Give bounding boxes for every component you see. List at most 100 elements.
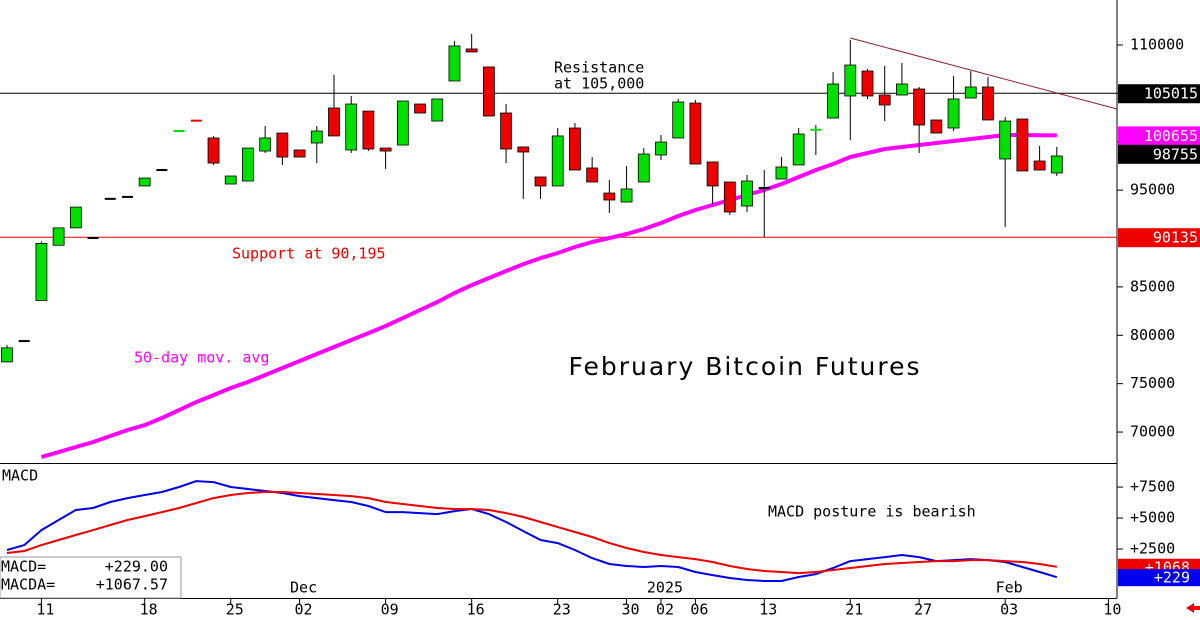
candle-body xyxy=(431,98,444,122)
x-tick-label: 16 xyxy=(467,601,485,619)
x-tick-label: 25 xyxy=(226,601,244,619)
y-tick-label: 75000 xyxy=(1130,374,1175,392)
y-tick-label: 70000 xyxy=(1130,423,1175,441)
candle-body xyxy=(224,175,237,185)
candle-body xyxy=(482,66,495,117)
x-tick-label: 06 xyxy=(690,601,708,619)
candle-body xyxy=(242,147,254,182)
candle-body xyxy=(706,161,719,187)
candle-body xyxy=(964,86,977,99)
candle-body xyxy=(328,107,340,137)
candle-body xyxy=(104,197,116,200)
candle-body xyxy=(947,98,960,129)
y-tick-label: 80000 xyxy=(1130,326,1175,344)
annotation: MACD posture is bearish xyxy=(768,503,976,521)
x-tick-label: 27 xyxy=(914,601,932,619)
x-tick-label: 09 xyxy=(381,601,399,619)
candle-body xyxy=(672,101,685,139)
candle-body xyxy=(138,177,151,187)
candle-body xyxy=(534,176,547,187)
candle-body xyxy=(741,180,753,207)
candle-body xyxy=(500,112,512,150)
y-tick-label: 95000 xyxy=(1130,181,1175,199)
candle-body xyxy=(792,133,805,166)
x-tick-label: 21 xyxy=(845,601,863,619)
level-label: 100655 xyxy=(1144,127,1198,145)
chart-title: February Bitcoin Futures xyxy=(568,352,921,381)
candle-body xyxy=(1050,155,1063,174)
candle-body xyxy=(620,188,633,203)
y-tick-label: +7500 xyxy=(1130,478,1175,496)
candle-body xyxy=(396,100,409,146)
candle-body xyxy=(758,187,770,190)
candle-body xyxy=(1,347,13,363)
x-tick-label: 03 xyxy=(1000,601,1018,619)
candle-body xyxy=(844,64,857,97)
candle-body xyxy=(156,169,168,172)
candle-body xyxy=(551,135,564,187)
annotation: Support at 90,195 xyxy=(232,245,386,263)
x-tick-label: 10 xyxy=(1103,601,1121,619)
x-tick-label: 02 xyxy=(656,601,674,619)
candle-body xyxy=(517,146,530,153)
level-marker xyxy=(1118,144,1200,164)
candle-body xyxy=(878,94,891,106)
candle-body xyxy=(655,141,667,156)
candle-body xyxy=(173,130,185,133)
candle-body xyxy=(345,103,358,151)
month-label: Dec xyxy=(290,579,317,597)
level-marker xyxy=(1118,126,1200,146)
candle-body xyxy=(827,83,839,119)
level-marker xyxy=(1118,569,1200,587)
y-tick-label: 85000 xyxy=(1130,277,1175,295)
level-marker xyxy=(1118,228,1200,248)
candle-body xyxy=(1016,118,1029,172)
legend-name: MACD= xyxy=(1,558,46,576)
candle-body xyxy=(35,242,48,301)
ma-label: 50-day mov. avg xyxy=(134,349,269,367)
x-tick-label: 30 xyxy=(622,601,640,619)
candle-body xyxy=(999,120,1012,160)
candle-body xyxy=(362,110,375,150)
x-tick-label: 02 xyxy=(295,601,313,619)
candle-body xyxy=(465,48,478,53)
y-tick-label: +2500 xyxy=(1130,540,1175,558)
legend-box xyxy=(0,556,182,599)
level-label: +229 xyxy=(1154,569,1190,587)
month-label: 2025 xyxy=(647,579,683,597)
candle-body xyxy=(379,147,392,152)
candle-body xyxy=(982,86,994,121)
candle-body xyxy=(190,119,202,122)
candle-body xyxy=(586,167,599,183)
x-tick-label: 23 xyxy=(553,601,571,619)
candle-body xyxy=(121,195,133,198)
candle-body xyxy=(259,137,272,152)
candle-body xyxy=(913,88,926,126)
legend-name: MACDA= xyxy=(1,576,55,594)
panel-title: MACD xyxy=(2,467,38,485)
candle-body xyxy=(637,153,650,183)
candle-body xyxy=(18,340,30,343)
candle-body xyxy=(810,128,822,131)
candle-body xyxy=(276,132,289,158)
candle-body xyxy=(569,127,581,171)
y-tick-label: 110000 xyxy=(1130,35,1184,53)
x-tick-label: 11 xyxy=(36,601,54,619)
candle-body xyxy=(603,192,616,201)
candle-body xyxy=(52,227,65,246)
legend-value: +1067.57 xyxy=(96,576,168,594)
candle-body xyxy=(689,102,702,165)
candle-body xyxy=(1033,160,1046,171)
candle-body xyxy=(448,45,461,82)
y-tick-label: +5000 xyxy=(1130,509,1175,527)
annotation: Resistance xyxy=(554,59,644,77)
trendline xyxy=(850,37,1118,110)
candle-body xyxy=(775,166,788,180)
level-label: 90135 xyxy=(1153,229,1198,247)
candle-body xyxy=(414,103,426,114)
candle-body xyxy=(69,206,82,229)
level-label: 98755 xyxy=(1153,145,1198,163)
scroll-arrow[interactable] xyxy=(1186,603,1200,613)
